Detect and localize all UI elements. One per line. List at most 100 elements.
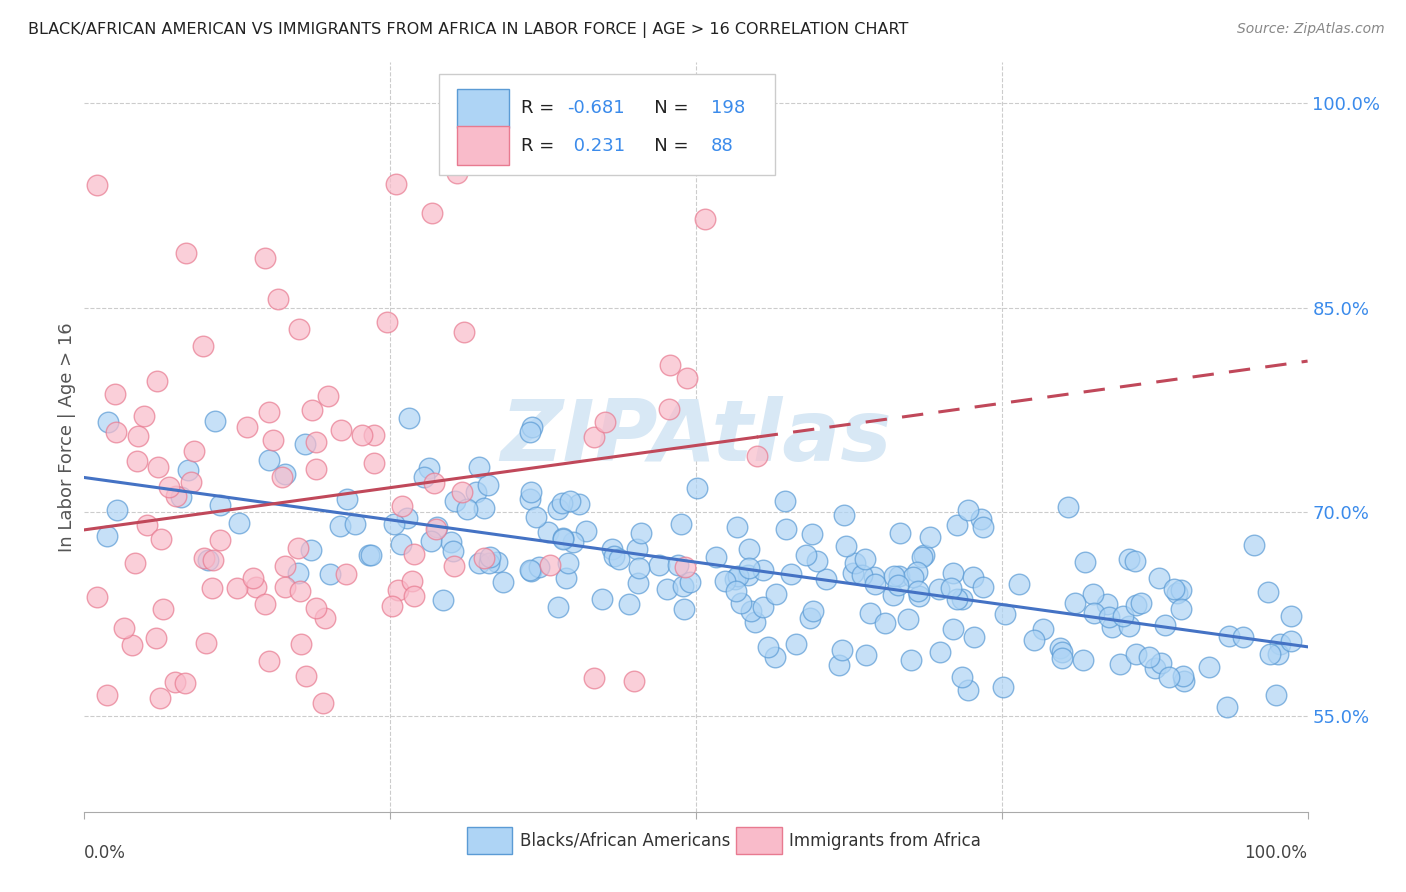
Text: N =: N =	[637, 136, 695, 155]
Point	[583, 430, 606, 444]
Point	[245, 580, 267, 594]
Point	[149, 691, 172, 706]
Text: ZIPAtlas: ZIPAtlas	[501, 395, 891, 479]
Point	[547, 599, 569, 614]
Point	[673, 601, 696, 615]
Point	[389, 537, 412, 551]
Point	[257, 654, 280, 668]
Point	[150, 532, 173, 546]
Point	[146, 459, 169, 474]
Point	[402, 547, 425, 561]
Point	[1056, 500, 1078, 514]
Point	[907, 584, 929, 599]
Point	[456, 502, 478, 516]
Point	[912, 548, 935, 562]
Point	[744, 615, 766, 630]
Point	[1112, 609, 1135, 624]
Point	[799, 610, 821, 624]
Point	[554, 571, 576, 585]
Point	[1022, 633, 1045, 648]
Point	[775, 522, 797, 536]
Point	[887, 577, 910, 591]
Point	[478, 556, 501, 570]
Point	[547, 502, 569, 516]
Point	[519, 485, 541, 500]
Point	[962, 570, 984, 584]
FancyBboxPatch shape	[457, 89, 509, 128]
Point	[756, 640, 779, 654]
Point	[1171, 669, 1194, 683]
Point	[1050, 651, 1073, 665]
Point	[889, 569, 911, 583]
Point	[724, 572, 747, 586]
Point	[1049, 641, 1071, 656]
Point	[897, 611, 920, 625]
Point	[862, 570, 884, 584]
FancyBboxPatch shape	[737, 828, 782, 855]
Point	[204, 414, 226, 428]
Point	[236, 419, 259, 434]
Point	[132, 409, 155, 424]
Point	[382, 516, 405, 531]
FancyBboxPatch shape	[467, 828, 513, 855]
Point	[738, 561, 761, 575]
Point	[593, 415, 616, 429]
Point	[492, 574, 515, 589]
Point	[773, 493, 796, 508]
Point	[443, 558, 465, 573]
Point	[737, 568, 759, 582]
Point	[626, 541, 648, 556]
Point	[419, 533, 441, 548]
Point	[412, 470, 434, 484]
Point	[165, 489, 187, 503]
Point	[423, 475, 446, 490]
Point	[628, 561, 651, 575]
Point	[1098, 610, 1121, 624]
Point	[1071, 653, 1094, 667]
Point	[1170, 583, 1192, 598]
Point	[714, 574, 737, 588]
Point	[889, 525, 911, 540]
Point	[550, 496, 572, 510]
Point	[1109, 657, 1132, 671]
Point	[527, 560, 550, 574]
FancyBboxPatch shape	[439, 74, 776, 175]
Point	[928, 645, 950, 659]
Point	[305, 435, 328, 450]
Point	[1123, 554, 1146, 568]
Text: N =: N =	[637, 99, 695, 118]
Point	[942, 566, 965, 581]
Point	[305, 462, 328, 476]
Point	[1232, 631, 1254, 645]
Point	[568, 497, 591, 511]
Text: 100.0%: 100.0%	[1244, 844, 1308, 862]
Point	[583, 671, 606, 685]
Point	[472, 501, 495, 516]
Point	[478, 550, 501, 565]
Point	[704, 549, 727, 564]
Point	[1198, 660, 1220, 674]
Point	[950, 670, 973, 684]
Point	[1154, 617, 1177, 632]
Point	[262, 434, 284, 448]
Point	[163, 675, 186, 690]
Point	[538, 558, 561, 573]
Point	[472, 550, 495, 565]
Point	[801, 604, 824, 618]
Point	[1118, 619, 1140, 633]
Point	[1137, 649, 1160, 664]
Point	[522, 420, 544, 434]
Point	[193, 339, 215, 353]
Point	[941, 582, 963, 596]
Point	[422, 206, 444, 220]
Point	[740, 604, 762, 618]
Text: BLACK/AFRICAN AMERICAN VS IMMIGRANTS FROM AFRICA IN LABOR FORCE | AGE > 16 CORRE: BLACK/AFRICAN AMERICAN VS IMMIGRANTS FRO…	[28, 22, 908, 38]
Point	[363, 456, 385, 470]
Point	[900, 653, 922, 667]
Point	[208, 498, 231, 512]
Point	[398, 410, 420, 425]
Point	[426, 519, 449, 533]
Point	[121, 638, 143, 652]
Point	[928, 582, 950, 597]
Point	[1279, 608, 1302, 623]
